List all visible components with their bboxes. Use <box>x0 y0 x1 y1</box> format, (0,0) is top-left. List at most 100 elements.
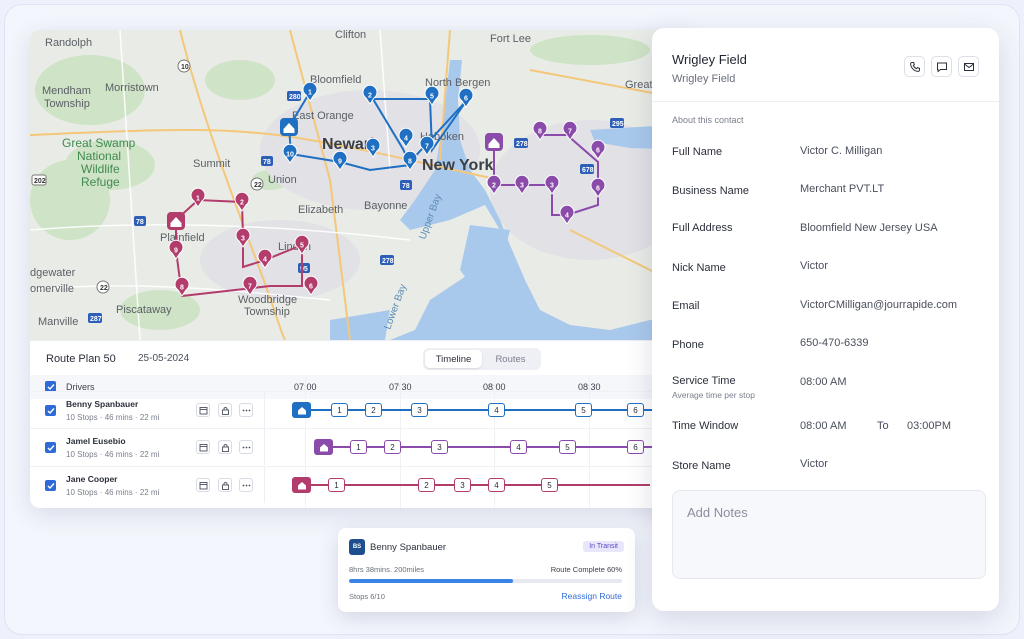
map-stop-pin[interactable]: 3 <box>365 137 381 158</box>
reassign-route-link[interactable]: Reassign Route <box>561 591 622 601</box>
route-purple[interactable] <box>485 133 599 216</box>
pin-number: 6 <box>596 148 600 155</box>
pin-number: 7 <box>425 144 429 151</box>
map-stop-pin[interactable]: 8 <box>174 276 190 297</box>
map-stop-pin[interactable]: 1 <box>190 187 206 208</box>
more-options-button[interactable] <box>239 403 253 417</box>
map-stop-pin[interactable]: 10 <box>282 143 298 164</box>
stop-marker[interactable]: 3 <box>431 440 448 454</box>
stop-marker[interactable]: 1 <box>350 440 367 454</box>
driver-row[interactable]: Jamel Eusebio 10 Stops · 46 mins · 22 mi 1… <box>30 428 690 465</box>
call-button[interactable] <box>904 56 925 77</box>
driver-name: Benny Spanbauer <box>66 399 139 409</box>
pin-number: 3 <box>550 183 554 190</box>
pin-marker <box>362 84 378 105</box>
lock-button[interactable] <box>218 403 232 417</box>
map-stop-pin[interactable]: 3 <box>514 174 530 195</box>
map-stop-pin[interactable]: 9 <box>332 150 348 171</box>
driver-row[interactable]: Jane Cooper 10 Stops · 46 mins · 22 mi 1 2 3… <box>30 466 690 503</box>
map-stop-pin[interactable]: 2 <box>486 174 502 195</box>
lock-button[interactable] <box>218 440 232 454</box>
route-plan-title: Route Plan 50 <box>46 353 116 365</box>
stop-marker[interactable]: 2 <box>365 403 382 417</box>
calendar-button[interactable] <box>196 403 210 417</box>
stop-marker[interactable]: 5 <box>559 440 576 454</box>
field-value-separator: To <box>877 420 889 432</box>
pin-number: 2 <box>240 200 244 207</box>
stop-marker[interactable]: 6 <box>627 403 644 417</box>
map-stop-pin[interactable]: 8 <box>402 150 418 171</box>
map-stop-pin[interactable]: 3 <box>544 174 560 195</box>
driver-checkbox[interactable] <box>45 480 56 491</box>
pin-marker <box>544 174 560 195</box>
contact-title: Wrigley Field <box>672 52 747 67</box>
stop-marker[interactable]: 1 <box>331 403 348 417</box>
map-stop-pin[interactable]: 4 <box>257 248 273 269</box>
stop-marker[interactable]: 3 <box>454 478 471 492</box>
tab-timeline[interactable]: Timeline <box>425 350 482 368</box>
map-stop-pin[interactable]: 4 <box>559 204 575 225</box>
select-all-checkbox[interactable] <box>45 381 56 392</box>
map-stop-pin[interactable]: 3 <box>235 227 251 248</box>
notes-input[interactable] <box>687 505 971 564</box>
pin-marker <box>257 248 273 269</box>
svg-text:East Orange: East Orange <box>292 110 354 122</box>
route-timeline-line <box>314 446 690 448</box>
map-stop-pin[interactable]: 7 <box>242 275 258 296</box>
map-stop-pin[interactable]: 5 <box>424 85 440 106</box>
driver-checkbox[interactable] <box>45 405 56 416</box>
map-stop-pin[interactable]: 6 <box>458 87 474 108</box>
map-stop-pin[interactable]: 2 <box>362 84 378 105</box>
map-stop-pin[interactable]: 6 <box>590 139 606 160</box>
map-stop-pin[interactable]: 4 <box>398 127 414 148</box>
home-marker[interactable] <box>292 477 311 493</box>
stop-marker[interactable]: 4 <box>488 478 505 492</box>
about-heading: About this contact <box>672 115 744 125</box>
pin-number: 1 <box>308 90 312 97</box>
map-stop-pin[interactable]: 6 <box>303 275 319 296</box>
stop-marker[interactable]: 4 <box>510 440 527 454</box>
field-label: Full Address <box>672 222 733 234</box>
email-button[interactable] <box>958 56 979 77</box>
calendar-button[interactable] <box>196 440 210 454</box>
calendar-button[interactable] <box>196 478 210 492</box>
message-button[interactable] <box>931 56 952 77</box>
map-stop-pin[interactable]: 9 <box>168 239 184 260</box>
driver-checkbox[interactable] <box>45 442 56 453</box>
more-options-button[interactable] <box>239 478 253 492</box>
driver-name: Jane Cooper <box>66 474 118 484</box>
svg-text:Piscataway: Piscataway <box>116 304 172 316</box>
map-stop-pin[interactable]: 7 <box>562 120 578 141</box>
svg-text:22: 22 <box>100 285 108 292</box>
more-options-button[interactable] <box>239 440 253 454</box>
map-stop-pin[interactable]: 2 <box>234 191 250 212</box>
svg-text:78: 78 <box>402 183 410 190</box>
home-marker[interactable] <box>292 402 311 418</box>
driver-meta: 10 Stops · 46 mins · 22 mi <box>66 413 160 422</box>
driver-status-card[interactable]: BS Benny Spanbauer In Transit 8hrs 38min… <box>338 528 635 612</box>
notes-box <box>672 490 986 579</box>
map-stop-pin[interactable]: 6 <box>590 177 606 198</box>
tab-routes[interactable]: Routes <box>495 353 526 365</box>
divider <box>652 101 999 102</box>
home-marker[interactable] <box>314 439 333 455</box>
map-stop-pin[interactable]: 5 <box>294 234 310 255</box>
home-icon <box>170 217 182 227</box>
map[interactable]: Randolph Mendham Township Morristown Cli… <box>30 30 690 340</box>
map-stop-pin[interactable]: 1 <box>302 81 318 102</box>
map-stop-pin[interactable]: 8 <box>532 120 548 141</box>
stop-marker[interactable]: 5 <box>575 403 592 417</box>
stop-marker[interactable]: 5 <box>541 478 558 492</box>
stop-marker[interactable]: 3 <box>411 403 428 417</box>
map-stop-pin[interactable]: 7 <box>419 135 435 156</box>
more-icon <box>242 446 250 448</box>
lock-button[interactable] <box>218 478 232 492</box>
stop-marker[interactable]: 2 <box>384 440 401 454</box>
stop-marker[interactable]: 4 <box>488 403 505 417</box>
map-canvas[interactable]: Randolph Mendham Township Morristown Cli… <box>30 30 690 340</box>
stop-marker[interactable]: 2 <box>418 478 435 492</box>
stop-marker[interactable]: 1 <box>328 478 345 492</box>
stop-marker[interactable]: 6 <box>627 440 644 454</box>
driver-row[interactable]: Benny Spanbauer 10 Stops · 46 mins · 22 m… <box>30 391 690 428</box>
